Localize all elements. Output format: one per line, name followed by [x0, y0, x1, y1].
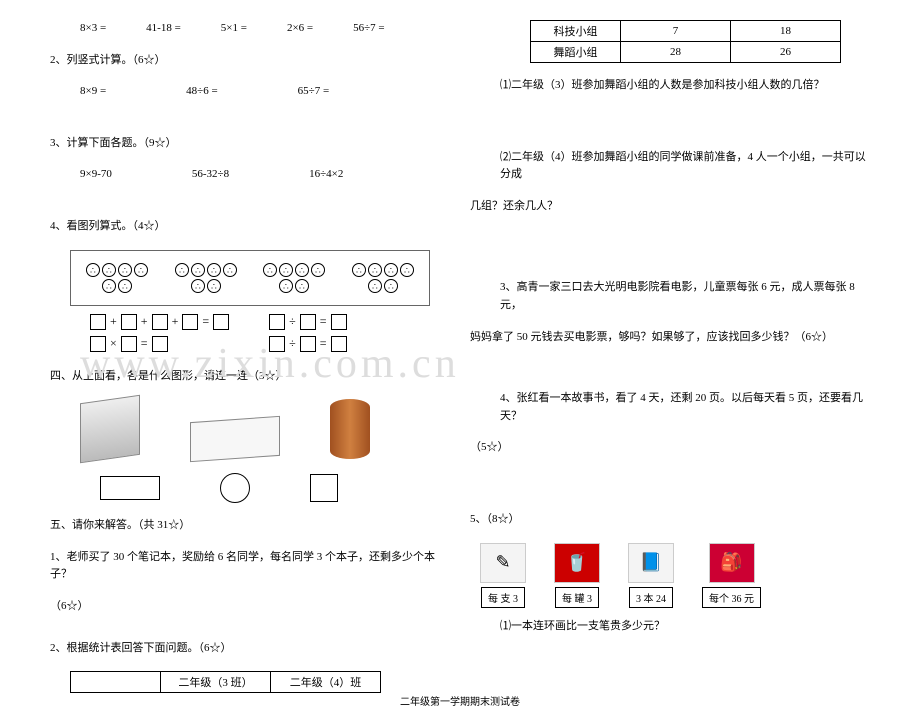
q3b: 妈妈拿了 50 元钱去买电影票，够吗？如果够了，应该找回多少钱？（6☆） — [470, 329, 870, 347]
bag-icon: 🎒 — [709, 543, 755, 583]
eq-row-3: 9×9-70 56-32÷8 16÷4×2 — [50, 166, 450, 184]
page-footer: 二年级第一学期期末测试卷 — [400, 693, 520, 708]
sec4-title: 4、看图列算式。（4☆） — [50, 218, 450, 236]
q2-2b: 几组？还余几人？ — [470, 198, 870, 216]
product-label: 每个 36 元 — [702, 587, 761, 608]
shapes-2d — [100, 473, 450, 503]
cube-shape — [80, 395, 140, 463]
q2-1: ⑴二年级（3）班参加舞蹈小组的人数是参加科技小组人数的几倍？ — [470, 77, 870, 95]
q2-2a: ⑵二年级（4）班参加舞蹈小组的同学做课前准备，4 人一个小组，一共可以分成 — [470, 149, 870, 184]
eq: 9×9-70 — [80, 166, 112, 184]
table-row: 科技小组 7 18 — [531, 21, 841, 42]
expr-mul: ×= — [90, 336, 229, 352]
left-column: 8×3 = 41-18 = 5×1 = 2×6 = 56÷7 = 2、列竖式计算… — [40, 20, 460, 696]
expr-add: +++= — [90, 314, 229, 330]
table-header-only: 二年级（3 班） 二年级（4）班 — [70, 671, 381, 693]
can-icon: 🥤 — [554, 543, 600, 583]
eq: 41-18 = — [146, 20, 181, 38]
eq: 2×6 = — [287, 20, 313, 38]
th: 二年级（4）班 — [271, 672, 381, 693]
cell: 科技小组 — [531, 21, 621, 42]
cell: 18 — [731, 21, 841, 42]
shapes-3d — [80, 399, 450, 459]
smiley-group — [171, 262, 241, 294]
expr-div2: ÷= — [269, 336, 346, 352]
cell: 7 — [621, 21, 731, 42]
product-book: 📘 3 本 24 — [628, 543, 674, 608]
cell: 舞蹈小组 — [531, 42, 621, 63]
th — [71, 672, 161, 693]
eq: 8×3 = — [80, 20, 106, 38]
product-pen: ✎ 每 支 3 — [480, 543, 526, 608]
eq: 56÷7 = — [353, 20, 385, 38]
book-icon: 📘 — [628, 543, 674, 583]
q4b: （5☆） — [470, 439, 870, 457]
products-row: ✎ 每 支 3 🥤 每 罐 3 📘 3 本 24 🎒 每个 36 元 — [480, 543, 870, 608]
q5-title: 5、（8☆） — [470, 511, 870, 529]
q3a: 3、高青一家三口去大光明电影院看电影，儿童票每张 6 元，成人票每张 8 元， — [470, 279, 870, 314]
product-label: 每 支 3 — [481, 587, 525, 608]
q5-2: 2、根据统计表回答下面问题。（6☆） — [50, 640, 450, 658]
q4a: 4、张红看一本故事书，看了 4 天，还剩 20 页。以后每天看 5 页，还要看几… — [470, 390, 870, 425]
eq: 16÷4×2 — [309, 166, 343, 184]
product-bag: 🎒 每个 36 元 — [702, 543, 761, 608]
eq-row-2: 8×9 = 48÷6 = 65÷7 = — [50, 83, 450, 101]
eq-row-1: 8×3 = 41-18 = 5×1 = 2×6 = 56÷7 = — [50, 20, 450, 38]
product-label: 3 本 24 — [629, 587, 673, 608]
sec2-title: 2、列竖式计算。（6☆） — [50, 52, 450, 70]
eq: 8×9 = — [80, 83, 106, 101]
right-column: 科技小组 7 18 舞蹈小组 28 26 ⑴二年级（3）班参加舞蹈小组的人数是参… — [460, 20, 880, 696]
product-label: 每 罐 3 — [555, 587, 599, 608]
cell: 26 — [731, 42, 841, 63]
q5-1b: （6☆） — [50, 598, 450, 616]
eq: 65÷7 = — [298, 83, 330, 101]
circle-shape — [220, 473, 250, 503]
eq: 48÷6 = — [186, 83, 218, 101]
pen-icon: ✎ — [480, 543, 526, 583]
cuboid-shape — [190, 416, 280, 462]
sec3-title: 3、计算下面各题。（9☆） — [50, 135, 450, 153]
product-can: 🥤 每 罐 3 — [554, 543, 600, 608]
cell: 28 — [621, 42, 731, 63]
q5-1a: 1、老师买了 30 个笔记本，奖励给 6 名同学，每名同学 3 个本子，还剩多少… — [50, 549, 450, 584]
h4: 四、从上面看，各是什么图形，请连一连（3☆） — [50, 368, 450, 386]
q5-sub1: ⑴一本连环画比一支笔贵多少元？ — [470, 618, 870, 636]
smiley-group — [259, 262, 329, 294]
smiley-box — [70, 250, 430, 306]
eq: 5×1 = — [221, 20, 247, 38]
h5: 五、请你来解答。（共 31☆） — [50, 517, 450, 535]
expr-div1: ÷= — [269, 314, 346, 330]
cylinder-shape — [330, 399, 370, 459]
square-shape — [310, 474, 338, 502]
table-row: 舞蹈小组 28 26 — [531, 42, 841, 63]
smiley-group — [82, 262, 152, 294]
data-table: 科技小组 7 18 舞蹈小组 28 26 — [530, 20, 841, 63]
smiley-group — [348, 262, 418, 294]
th: 二年级（3 班） — [161, 672, 271, 693]
eq: 56-32÷8 — [192, 166, 229, 184]
rect-shape — [100, 476, 160, 500]
